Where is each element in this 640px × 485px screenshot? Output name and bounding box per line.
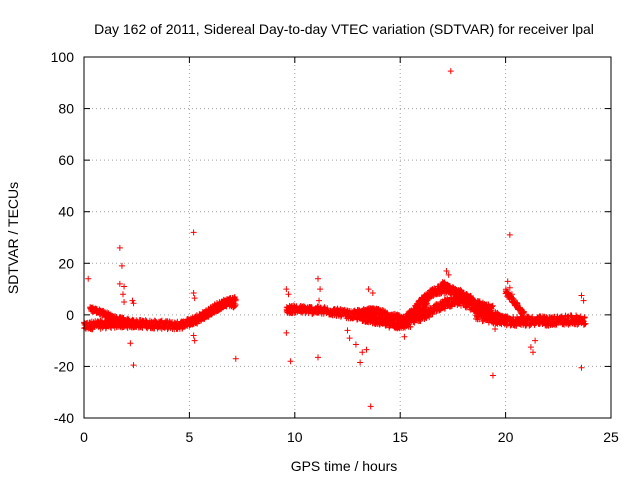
data-point: [520, 309, 527, 316]
data-point: [190, 332, 197, 339]
data-point: [582, 320, 589, 327]
data-point: [352, 341, 359, 348]
data-point: [190, 289, 197, 296]
data-point: [445, 271, 452, 278]
data-points: [81, 68, 589, 410]
data-point: [127, 340, 134, 347]
data-point: [314, 354, 321, 361]
data-point: [116, 280, 123, 287]
axes: [83, 56, 612, 419]
data-point: [401, 333, 408, 340]
y-tick-label: -20: [54, 358, 74, 374]
y-tick-label: 60: [58, 152, 74, 168]
y-tick-label: 80: [58, 101, 74, 117]
data-point: [492, 326, 499, 333]
data-point: [504, 278, 511, 285]
data-point: [359, 349, 366, 356]
x-tick-label: 25: [603, 429, 619, 445]
plot-frame: [83, 56, 612, 419]
data-point: [285, 291, 292, 298]
x-tick-label: 15: [392, 429, 408, 445]
data-point: [116, 244, 123, 251]
chart-title: Day 162 of 2011, Sidereal Day-to-day VTE…: [94, 21, 594, 37]
data-point: [506, 284, 513, 291]
data-point: [232, 355, 239, 362]
data-point: [508, 291, 515, 298]
data-point: [443, 268, 450, 275]
y-tick-label: 0: [66, 307, 74, 323]
data-point: [423, 302, 430, 309]
y-axis-label: SDTVAR / TECUs: [5, 182, 21, 294]
data-point: [367, 403, 374, 410]
data-point: [130, 362, 137, 369]
data-point: [369, 289, 376, 296]
data-point: [490, 311, 497, 318]
data-point: [514, 301, 521, 308]
data-point: [191, 337, 198, 344]
data-point: [85, 275, 92, 282]
x-tick-label: 0: [80, 429, 88, 445]
data-point: [476, 316, 483, 323]
y-tick-label: -40: [54, 410, 74, 426]
data-point: [344, 327, 351, 334]
data-point: [131, 321, 138, 328]
data-point: [317, 286, 324, 293]
data-point: [118, 262, 125, 269]
x-axis-label: GPS time / hours: [291, 458, 398, 474]
data-point: [581, 321, 588, 328]
data-point: [143, 318, 150, 325]
x-tick-label: 20: [498, 429, 514, 445]
x-tick-label: 10: [287, 429, 303, 445]
data-point: [232, 301, 239, 308]
data-point: [232, 296, 239, 303]
data-point: [489, 302, 496, 309]
data-point: [129, 318, 136, 325]
data-point: [283, 329, 290, 336]
y-tick-label: 100: [51, 49, 75, 65]
data-point: [578, 364, 585, 371]
data-point: [190, 229, 197, 236]
data-point: [119, 291, 126, 298]
data-point: [489, 303, 496, 310]
grid-lines: [84, 57, 611, 418]
data-point: [283, 286, 290, 293]
data-point: [287, 358, 294, 365]
data-point: [447, 68, 454, 75]
data-point: [121, 283, 128, 290]
data-point: [130, 300, 137, 307]
data-point: [129, 297, 136, 304]
y-tick-label: 20: [58, 255, 74, 271]
data-point: [191, 295, 198, 302]
data-point: [581, 314, 588, 321]
data-point: [316, 297, 323, 304]
data-point: [426, 314, 433, 321]
data-point: [578, 292, 585, 299]
data-point: [489, 372, 496, 379]
data-point: [580, 297, 587, 304]
tick-labels: 0 5 10 15 20 25 -40 -20 0 20 40 60 80 100: [51, 49, 619, 445]
data-point: [346, 335, 353, 342]
data-point: [532, 337, 539, 344]
data-point: [406, 313, 413, 320]
data-point: [527, 344, 534, 351]
x-tick-label: 5: [186, 429, 194, 445]
y-tick-label: 40: [58, 204, 74, 220]
data-point: [365, 286, 372, 293]
data-point: [530, 349, 537, 356]
data-point: [314, 275, 321, 282]
data-point: [425, 293, 432, 300]
data-point: [363, 346, 370, 353]
data-point: [357, 359, 364, 366]
data-point: [121, 298, 128, 305]
data-point: [407, 324, 414, 331]
data-point: [506, 231, 513, 238]
